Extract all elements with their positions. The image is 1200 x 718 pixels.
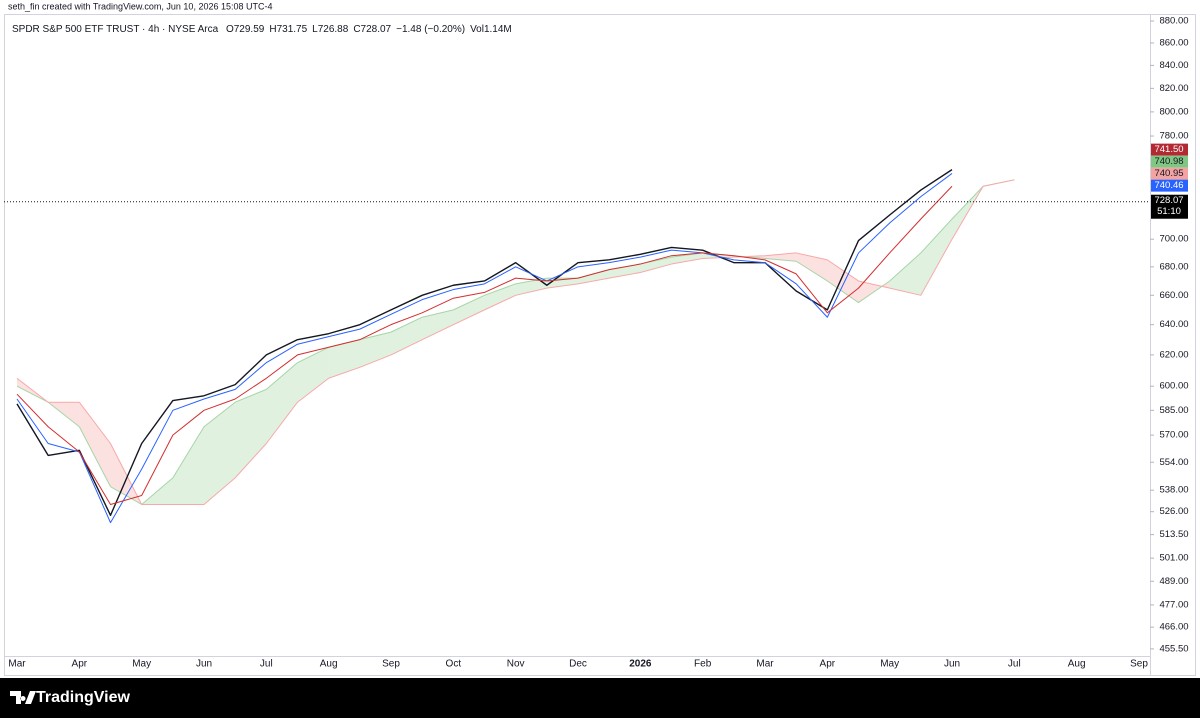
y-tick-label: 526.00 — [1159, 506, 1188, 517]
y-tick-label: 538.00 — [1159, 485, 1188, 496]
x-tick-label: Apr — [72, 659, 88, 670]
indicator-line — [16, 185, 953, 505]
cloud — [172, 426, 204, 505]
y-tick-label: 501.00 — [1159, 553, 1188, 564]
cloud — [422, 309, 454, 340]
last-price-box — [1151, 194, 1188, 219]
cloud — [671, 252, 703, 265]
ohlc-value: H731.75 — [269, 24, 307, 35]
price-label: 740.46 — [1154, 180, 1183, 191]
y-tick-label: 489.00 — [1159, 576, 1188, 587]
cloud — [297, 347, 329, 403]
x-tick-label: Dec — [569, 659, 587, 670]
ohlc-value: L726.88 — [312, 24, 349, 35]
y-tick-label: 800.00 — [1159, 106, 1188, 117]
x-tick-label: May — [132, 659, 151, 670]
y-tick-label: 640.00 — [1159, 319, 1188, 330]
price-axis: 880.00 860.00 840.00 820.00 800.00 780.00 700.… — [1150, 16, 1189, 654]
price-label-box — [1151, 143, 1188, 156]
cloud — [920, 218, 952, 296]
y-tick-label: 620.00 — [1159, 349, 1188, 360]
countdown: 51:10 — [1157, 206, 1181, 217]
y-tick-label: 477.00 — [1159, 599, 1188, 610]
price-label: 740.98 — [1154, 156, 1183, 167]
x-tick-label: Nov — [507, 659, 525, 670]
price-label-box — [1151, 179, 1188, 192]
cloud — [889, 252, 921, 296]
cloud — [453, 295, 485, 325]
x-tick-label: Jun — [196, 659, 212, 670]
y-tick-label: 780.00 — [1159, 131, 1188, 142]
x-tick-label: Oct — [446, 659, 462, 670]
y-tick-label: 554.00 — [1159, 457, 1188, 468]
y-tick-label: 660.00 — [1159, 290, 1188, 301]
x-tick-label: 2026 — [629, 659, 652, 670]
cloud — [827, 259, 859, 303]
y-tick-label: 700.00 — [1159, 234, 1188, 245]
logo — [10, 691, 36, 704]
y-tick-label: 820.00 — [1159, 83, 1188, 94]
ohlc-value: O729.59 — [226, 24, 265, 35]
x-tick-label: Feb — [694, 659, 712, 670]
price-label: 740.95 — [1154, 168, 1183, 179]
x-tick-label: Sep — [1130, 659, 1148, 670]
indicator-line — [16, 173, 953, 524]
price-label-box — [1151, 167, 1188, 180]
ohlc-value: C728.07 — [353, 24, 391, 35]
x-tick-label: Aug — [1068, 659, 1086, 670]
y-tick-label: 680.00 — [1159, 261, 1188, 272]
cloud — [79, 402, 111, 487]
x-tick-label: Mar — [756, 659, 774, 670]
y-tick-label: 860.00 — [1159, 37, 1188, 48]
frame — [4, 14, 1196, 676]
span-a — [16, 179, 1015, 505]
y-tick-label: 513.50 — [1159, 529, 1188, 540]
x-tick-label: Jun — [944, 659, 960, 670]
price-label-box — [1151, 155, 1188, 168]
price-label: 741.50 — [1154, 144, 1183, 155]
cloud — [640, 257, 672, 273]
y-tick-label: 585.00 — [1159, 405, 1188, 416]
y-tick-label: 570.00 — [1159, 430, 1188, 441]
x-tick-label: May — [880, 659, 899, 670]
symbol: SPDR S&P 500 ETF TRUST · 4h · NYSE Arca — [12, 24, 219, 35]
y-tick-label: 466.00 — [1159, 622, 1188, 633]
cloud — [609, 264, 641, 279]
price-line — [16, 169, 953, 517]
cloud — [578, 269, 610, 284]
cloud — [484, 283, 516, 310]
y-tick-label: 600.00 — [1159, 381, 1188, 392]
x-tick-label: Jul — [1008, 659, 1021, 670]
ohlc-value: −1.48 (−0.20%) — [396, 24, 465, 35]
last-price-label: 728.07 — [1154, 195, 1183, 206]
cloud — [391, 317, 423, 355]
cloud — [328, 339, 360, 379]
ohlc-value: Vol1.14M — [470, 24, 512, 35]
cloud — [204, 402, 236, 505]
x-tick-label: Apr — [820, 659, 836, 670]
brand: TradingView — [36, 689, 131, 706]
footer-bar — [0, 678, 1200, 718]
cloud — [796, 252, 828, 281]
cloud — [235, 389, 267, 478]
legend: SPDR S&P 500 ETF TRUST · 4h · NYSE Arca … — [12, 24, 512, 35]
caption: seth_fin created with TradingView.com, J… — [8, 1, 273, 11]
plot — [4, 169, 1150, 524]
x-tick-label: Aug — [320, 659, 338, 670]
y-tick-label: 455.50 — [1159, 643, 1188, 654]
y-tick-label: 880.00 — [1159, 16, 1188, 27]
x-tick-label: Mar — [8, 659, 26, 670]
cloud — [359, 332, 391, 368]
y-tick-label: 840.00 — [1159, 60, 1188, 71]
x-tick-label: Sep — [382, 659, 400, 670]
logo-icon — [10, 691, 36, 704]
x-tick-label: Jul — [260, 659, 273, 670]
